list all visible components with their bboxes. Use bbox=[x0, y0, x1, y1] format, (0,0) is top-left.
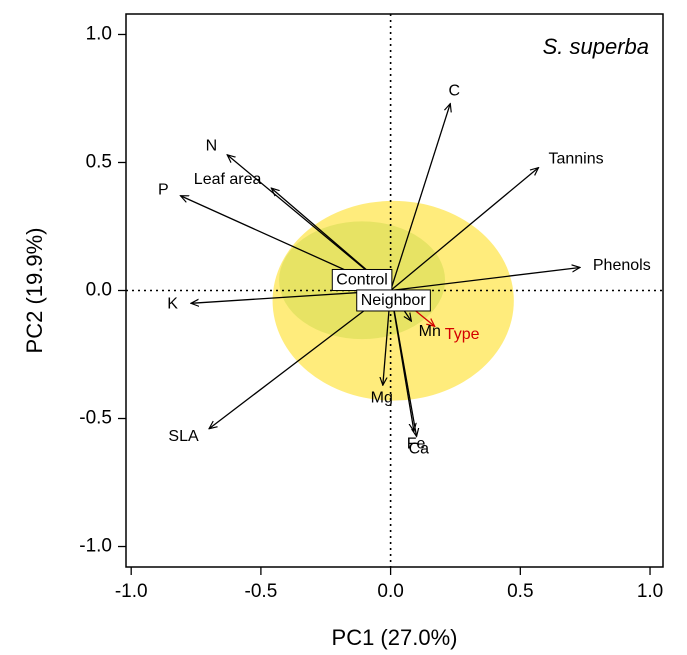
loading-label-n: N bbox=[206, 138, 218, 155]
loading-arrow-tannins bbox=[390, 168, 539, 291]
y-tick-label: -0.5 bbox=[79, 408, 112, 429]
group-label-neighbor: Neighbor bbox=[361, 292, 427, 309]
axis-ticks: -1.0 -0.5 0.0 0.5 1.0 -1.0 -0.5 0.0 0.5 1.0 bbox=[79, 23, 663, 602]
y-tick-label: 1.0 bbox=[86, 23, 112, 44]
loading-label-sla: SLA bbox=[168, 428, 199, 445]
x-tick-label: -1.0 bbox=[115, 581, 148, 602]
loading-arrow-c bbox=[389, 104, 451, 291]
x-tick-label: -0.5 bbox=[245, 581, 278, 602]
loading-label-tannins: Tannins bbox=[548, 151, 603, 168]
x-tick-label: 0.5 bbox=[507, 581, 533, 602]
loading-labels: C Tannins Phenols N Leaf area P K SLA Mn Type Mg Fe… bbox=[158, 82, 651, 457]
loading-arrow-ca bbox=[389, 290, 417, 437]
group-label-control: Control bbox=[336, 271, 388, 288]
loading-arrow-sla bbox=[209, 289, 392, 429]
group-labels: Control Neighbor bbox=[331, 268, 431, 312]
group-label-box-neighbor bbox=[356, 289, 431, 312]
y-tick-label: -1.0 bbox=[79, 536, 112, 557]
y-tick-label: 0.0 bbox=[86, 280, 112, 301]
x-axis-title: PC1 (27.0%) bbox=[332, 625, 458, 650]
x-tick-label: 0.0 bbox=[377, 581, 403, 602]
x-tick-label: 1.0 bbox=[637, 581, 663, 602]
loading-label-phenols: Phenols bbox=[593, 257, 651, 274]
y-axis-title: PC2 (19.9%) bbox=[22, 228, 47, 354]
loading-arrow-phenols bbox=[390, 267, 580, 292]
loading-label-p: P bbox=[158, 182, 169, 199]
loading-label-leaf-area: Leaf area bbox=[194, 171, 262, 188]
loading-label-k: K bbox=[167, 295, 178, 312]
loading-label-fe: Fe bbox=[407, 435, 426, 452]
loading-label-mg: Mg bbox=[371, 389, 393, 406]
loading-label-ca: Ca bbox=[409, 440, 430, 457]
loading-label-c: C bbox=[448, 82, 460, 99]
loading-label-type: Type bbox=[445, 326, 480, 343]
loading-label-mn: Mn bbox=[419, 323, 441, 340]
species-annotation: S. superba bbox=[543, 34, 649, 59]
y-tick-label: 0.5 bbox=[86, 152, 112, 173]
